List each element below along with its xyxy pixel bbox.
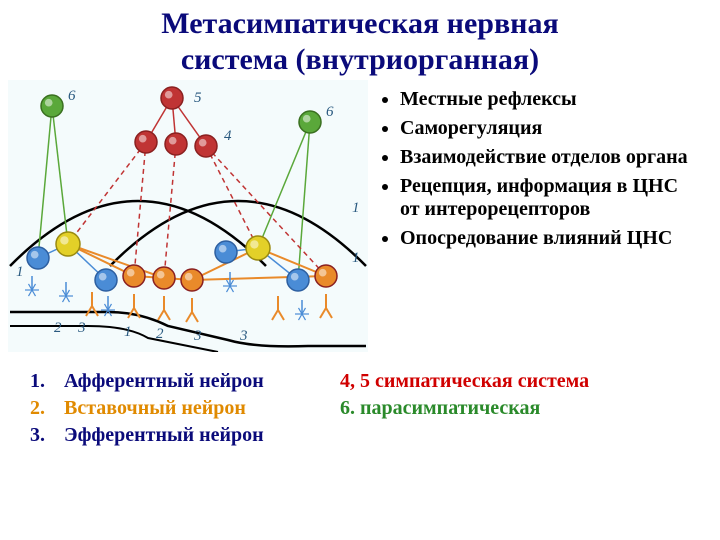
feature-item: Саморегуляция xyxy=(400,117,702,140)
legend-right-item: 4, 5 симпатическая система xyxy=(340,370,589,393)
title-line1: Метасимпатическая нервная xyxy=(161,7,558,40)
title-line2: система (внутриорганная xyxy=(181,43,529,76)
svg-text:3: 3 xyxy=(239,328,248,344)
feature-item: Местные рефлексы xyxy=(400,88,702,111)
feature-list: Местные рефлексы Саморегуляция Взаимодейст… xyxy=(368,80,720,352)
legend-left-item: 2.Вставочный нейрон xyxy=(20,397,340,420)
feature-item: Опосредование влияний ЦНС xyxy=(400,227,702,250)
legend-left-item: 1.Афферентный нейрон xyxy=(20,370,340,393)
svg-text:1: 1 xyxy=(352,250,360,266)
svg-text:3: 3 xyxy=(193,328,202,344)
legend-right-item: 6. парасимпатическая xyxy=(340,397,589,420)
svg-text:1: 1 xyxy=(352,200,360,216)
svg-text:1: 1 xyxy=(16,264,24,280)
slide-title: Метасимпатическая нервная система (внутр… xyxy=(0,0,720,80)
svg-text:6: 6 xyxy=(326,104,334,120)
svg-text:4: 4 xyxy=(224,128,232,144)
title-close-paren: ) xyxy=(529,43,539,76)
feature-item: Рецепция, информация в ЦНС от интерореце… xyxy=(400,175,702,221)
svg-text:6: 6 xyxy=(68,88,76,104)
svg-text:2: 2 xyxy=(54,320,62,336)
svg-text:3: 3 xyxy=(77,320,86,336)
svg-text:1: 1 xyxy=(124,324,132,340)
legend-block: 1.Афферентный нейрон 2.Вставочный нейрон 3… xyxy=(20,370,720,451)
svg-text:2: 2 xyxy=(156,326,164,342)
svg-text:5: 5 xyxy=(194,90,202,106)
feature-item: Взаимодействие отделов органа xyxy=(400,146,702,169)
neuron-diagram: 6546111231233 xyxy=(8,80,368,352)
legend-left-item: 3.Эфферентный нейрон xyxy=(20,424,340,447)
